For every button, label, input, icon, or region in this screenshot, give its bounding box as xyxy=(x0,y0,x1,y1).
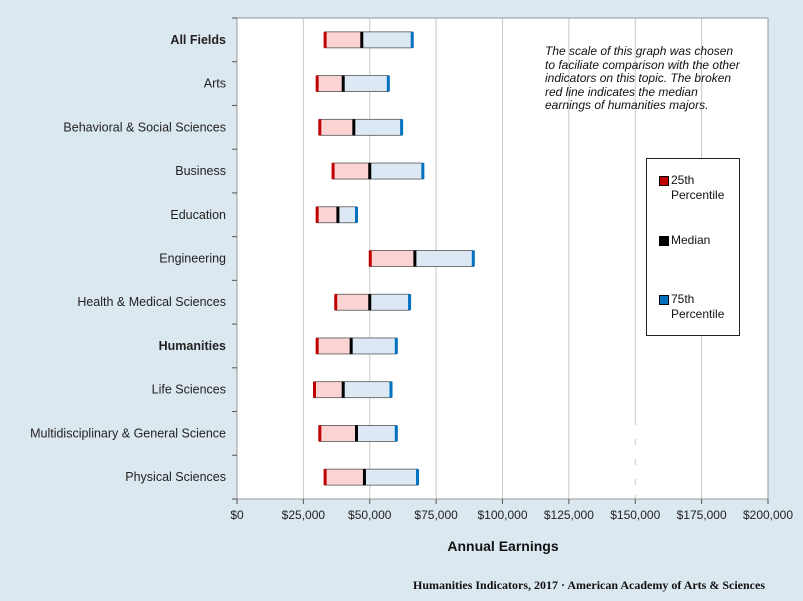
p75-marker xyxy=(394,337,398,354)
p75-marker xyxy=(421,163,425,180)
p25-marker xyxy=(315,75,319,92)
bar-upper-half xyxy=(369,162,424,180)
x-tick-label: $25,000 xyxy=(282,508,326,522)
bar-lower-half xyxy=(324,468,365,486)
p25-marker xyxy=(323,31,327,48)
median-marker xyxy=(362,469,366,486)
p25-marker xyxy=(331,163,335,180)
category-label: Business xyxy=(175,164,226,178)
x-tick-label: $75,000 xyxy=(414,508,458,522)
p75-marker xyxy=(471,250,475,267)
legend-label-median: Median xyxy=(671,233,711,247)
bar-upper-half xyxy=(361,31,413,49)
p75-marker xyxy=(416,469,420,486)
bar-upper-half xyxy=(353,118,403,136)
bar-lower-half xyxy=(316,206,339,224)
bars xyxy=(312,31,475,486)
median-marker xyxy=(336,206,340,223)
legend-swatch-median xyxy=(659,236,669,246)
p75-marker xyxy=(386,75,390,92)
bar-upper-half xyxy=(342,75,389,92)
x-tick-labels: $0 $25,000 $50,000 $75,000 $100,000 $125,000 $… xyxy=(230,508,793,522)
median-marker xyxy=(352,119,356,136)
p25-marker xyxy=(315,206,319,223)
bar-lower-half xyxy=(318,118,355,136)
p25-marker xyxy=(312,381,316,398)
legend-item-p25: 25th Percentile xyxy=(659,173,733,203)
x-tick-label: $50,000 xyxy=(348,508,392,522)
category-label: Multidisciplinary & General Science xyxy=(30,426,226,440)
p25-marker xyxy=(318,425,322,442)
bar-lower-half xyxy=(313,381,344,399)
legend-swatch-p25 xyxy=(659,176,669,186)
legend-label-p25: 25th Percentile xyxy=(671,173,725,202)
median-marker xyxy=(354,425,358,442)
median-marker xyxy=(413,250,417,267)
legend: 25th Percentile Median 75th Percentile xyxy=(646,158,740,336)
p25-marker xyxy=(334,294,338,311)
median-marker xyxy=(341,381,345,398)
legend-item-p75: 75th Percentile xyxy=(659,292,733,322)
p25-marker xyxy=(318,119,322,136)
bar-upper-half xyxy=(369,293,410,311)
legend-label-p75: 75th Percentile xyxy=(671,292,725,321)
median-marker xyxy=(368,294,372,311)
p75-marker xyxy=(408,294,412,311)
footer-credit: Humanities Indicators, 2017 · American A… xyxy=(413,578,765,592)
category-label: All Fields xyxy=(170,33,226,47)
category-label: Education xyxy=(170,208,226,222)
bar-lower-half xyxy=(318,425,357,442)
bar-lower-half xyxy=(324,31,363,49)
bar-upper-half xyxy=(342,381,392,399)
axes xyxy=(232,17,769,504)
bar-upper-half xyxy=(364,468,418,486)
median-marker xyxy=(360,31,364,48)
bar-lower-half xyxy=(316,75,344,92)
category-label: Behavioral & Social Sciences xyxy=(63,120,226,134)
x-tick-label: $100,000 xyxy=(477,508,527,522)
median-marker xyxy=(349,337,353,354)
p75-marker xyxy=(400,119,404,136)
p25-marker xyxy=(368,250,372,267)
bar-lower-half xyxy=(334,293,371,311)
bar-upper-half xyxy=(356,425,397,442)
bar-upper-half xyxy=(350,337,397,355)
category-label: Physical Sciences xyxy=(125,470,226,484)
median-marker xyxy=(341,75,345,92)
x-tick-label: $200,000 xyxy=(743,508,793,522)
p75-marker xyxy=(389,381,393,398)
p25-marker xyxy=(323,469,327,486)
category-labels: All Fields Arts Behavioral & Social Scienc… xyxy=(30,33,226,484)
p75-marker xyxy=(394,425,398,442)
category-label: Life Sciences xyxy=(152,383,226,397)
x-axis-label: Annual Earnings xyxy=(447,538,558,554)
x-tick-label: $0 xyxy=(230,508,244,522)
median-marker xyxy=(368,163,372,180)
chart-annotation: The scale of this graph was chosen to fa… xyxy=(545,44,740,112)
p75-marker xyxy=(354,206,358,223)
legend-swatch-p75 xyxy=(659,295,669,305)
bar-upper-half xyxy=(337,206,357,224)
x-tick-label: $125,000 xyxy=(544,508,594,522)
category-label: Engineering xyxy=(159,252,226,266)
p25-marker xyxy=(315,337,319,354)
x-tick-label: $150,000 xyxy=(610,508,660,522)
x-tick-label: $175,000 xyxy=(677,508,727,522)
bar-lower-half xyxy=(316,337,352,355)
category-label: Arts xyxy=(204,77,226,91)
category-label: Humanities xyxy=(159,339,226,353)
category-label: Health & Medical Sciences xyxy=(77,295,226,309)
bar-lower-half xyxy=(332,162,371,180)
bar-upper-half xyxy=(414,250,474,267)
bar-lower-half xyxy=(369,250,416,267)
legend-item-median: Median xyxy=(659,233,710,248)
p75-marker xyxy=(410,31,414,48)
